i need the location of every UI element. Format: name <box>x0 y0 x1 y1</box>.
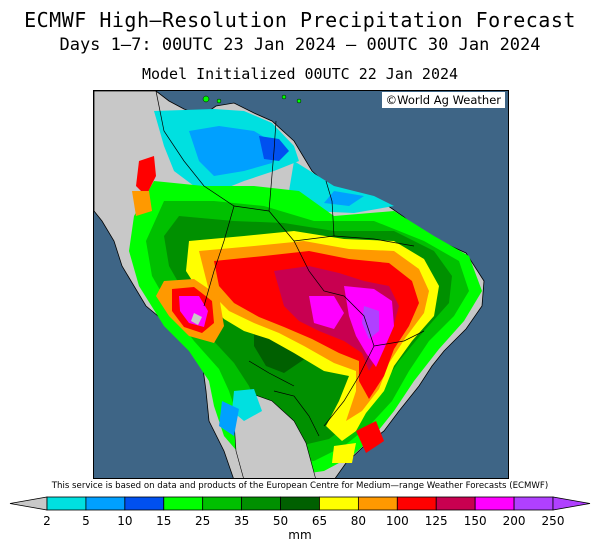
colorbar-arrow-right <box>552 496 591 511</box>
legend-tick-label: 250 <box>541 514 565 528</box>
forecast-period: Days 1—7: 00UTC 23 Jan 2024 — 00UTC 30 J… <box>59 35 541 55</box>
colorbar-cell <box>513 496 554 511</box>
legend-tick-label: 25 <box>195 514 211 528</box>
country-borders <box>155 91 425 437</box>
legend-tick-label: 2 <box>43 514 51 528</box>
service-note: This service is based on data and produc… <box>51 481 549 491</box>
colorbar-cell <box>319 496 359 511</box>
map-canvas <box>94 91 508 478</box>
legend-colorbar <box>9 496 591 511</box>
colorbar-cell <box>124 496 165 511</box>
model-init: Model Initialized 00UTC 22 Jan 2024 <box>141 65 459 83</box>
legend-tick-label: 150 <box>463 514 487 528</box>
legend-tick-label: 200 <box>502 514 526 528</box>
precipitation-map: ©World Ag Weather <box>93 90 509 479</box>
legend-tick-label: 100 <box>385 514 409 528</box>
legend-ticks: 2 5 10 15 25 35 50 65 80 100 125 150 200 250 <box>0 514 600 530</box>
islands <box>202 94 302 104</box>
colorbar-cell <box>280 496 320 511</box>
map-title: ECMWF High—Resolution Precipitation Fore… <box>24 8 576 32</box>
legend-tick-label: 5 <box>82 514 90 528</box>
colorbar-cell <box>163 496 204 511</box>
colorbar-cell <box>474 496 515 511</box>
legend-tick-label: 35 <box>233 514 250 528</box>
colorbar-cell <box>46 496 87 511</box>
colorbar-cell <box>396 496 437 511</box>
legend-tick-label: 125 <box>424 514 448 528</box>
credit-label: ©World Ag Weather <box>381 92 505 108</box>
colorbar-cell <box>241 496 281 511</box>
colorbar-cell <box>202 496 243 511</box>
legend-tick-label: 80 <box>350 514 367 528</box>
legend-tick-label: 15 <box>156 514 172 528</box>
colorbar-cell <box>85 496 126 511</box>
colorbar-arrow-left <box>9 496 48 511</box>
legend-units: mm <box>288 528 312 542</box>
legend-tick-label: 10 <box>117 514 133 528</box>
legend-tick-label: 65 <box>311 514 328 528</box>
colorbar-cell <box>357 496 398 511</box>
legend-tick-label: 50 <box>272 514 289 528</box>
colorbar-cell <box>435 496 476 511</box>
